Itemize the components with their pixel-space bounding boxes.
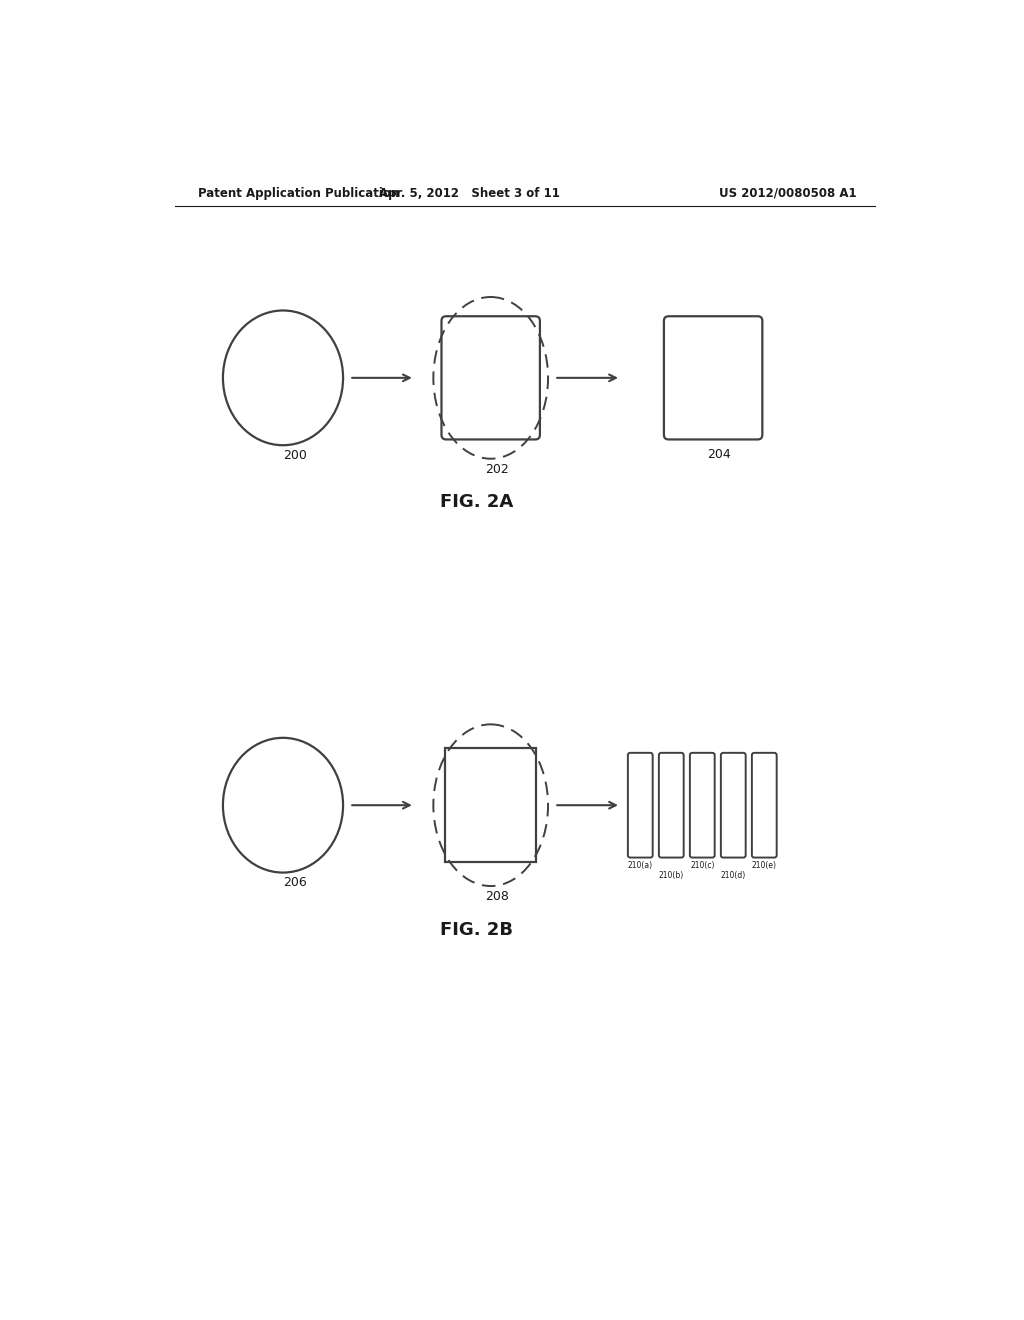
Text: 208: 208	[485, 890, 509, 903]
Text: 210(c): 210(c)	[690, 862, 715, 870]
Text: 210(d): 210(d)	[721, 871, 745, 879]
Text: FIG. 2A: FIG. 2A	[440, 494, 513, 511]
Text: Patent Application Publication: Patent Application Publication	[198, 186, 399, 199]
Text: 200: 200	[283, 449, 306, 462]
Bar	[445, 748, 537, 862]
Text: 210(e): 210(e)	[752, 862, 777, 870]
Text: Apr. 5, 2012   Sheet 3 of 11: Apr. 5, 2012 Sheet 3 of 11	[379, 186, 559, 199]
Text: FIG. 2B: FIG. 2B	[440, 921, 513, 939]
Text: 202: 202	[485, 462, 509, 475]
Text: 204: 204	[708, 447, 731, 461]
Text: US 2012/0080508 A1: US 2012/0080508 A1	[719, 186, 856, 199]
Text: 206: 206	[283, 876, 306, 890]
Text: 210(b): 210(b)	[658, 871, 684, 879]
Text: 210(a): 210(a)	[628, 862, 653, 870]
